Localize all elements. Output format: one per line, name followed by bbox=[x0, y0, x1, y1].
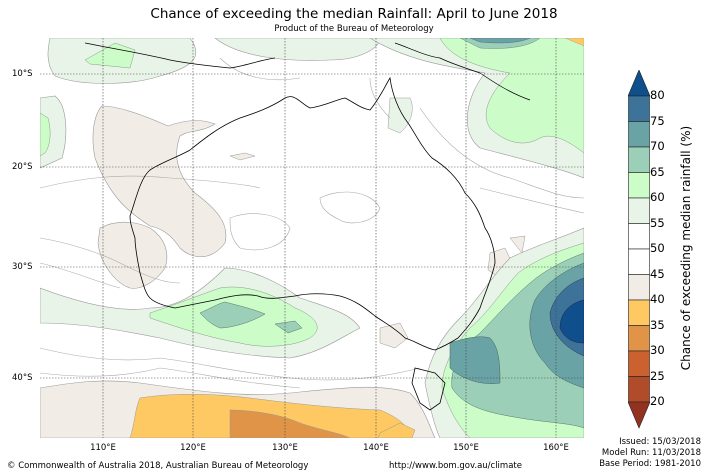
lat-label-30s: 30°S bbox=[12, 262, 33, 272]
contour-65-south-small bbox=[274, 320, 303, 334]
colorbar-title: Chance of exceeding median rainfall (%) bbox=[679, 125, 693, 371]
contour-55-cape-york bbox=[387, 97, 413, 134]
lon-label-120e: 120°E bbox=[180, 443, 206, 453]
colorbar-segment-75-80 bbox=[628, 95, 650, 122]
contour-40-west-south bbox=[97, 221, 168, 289]
contour-80-tasman bbox=[559, 299, 584, 344]
colorbar-segment-30-35 bbox=[628, 325, 650, 352]
lon-label-130e: 130°E bbox=[272, 443, 298, 453]
bom-url-link[interactable]: http://www.bom.gov.au/climate bbox=[389, 461, 522, 471]
contour-30-south bbox=[229, 409, 351, 438]
contour-40-vic bbox=[379, 322, 409, 349]
colorbar-tick-label: 30 bbox=[650, 343, 665, 357]
colorbar-tick-label: 25 bbox=[650, 368, 665, 383]
lon-label-160e: 160°E bbox=[543, 443, 569, 453]
new-guinea-coastline bbox=[394, 42, 531, 101]
gridlines bbox=[40, 38, 584, 438]
colorbar-tick-label: 20 bbox=[650, 394, 665, 408]
colorbar-tick-label: 55 bbox=[650, 215, 665, 230]
colorbar-segment-65-70 bbox=[628, 146, 650, 173]
colorbar-extend-min bbox=[628, 401, 650, 429]
colorbar-tick-label: 75 bbox=[650, 113, 665, 128]
colorbar-segment-70-75 bbox=[628, 121, 650, 148]
contour-60-west-edge bbox=[40, 112, 51, 157]
colorbar-segment-60-65 bbox=[628, 172, 650, 199]
contour-60-north-west bbox=[84, 42, 136, 69]
colorbar-extend-max bbox=[628, 70, 650, 97]
lat-label-20s: 20°S bbox=[12, 162, 33, 172]
contour-40-small-interior bbox=[229, 152, 256, 161]
contour-35-tasmania-west bbox=[377, 422, 416, 438]
chart-title: Chance of exceeding the median Rainfall:… bbox=[150, 6, 558, 22]
base-period: Base Period: 1981-2010 bbox=[599, 459, 701, 469]
colorbar-tick-label: 35 bbox=[650, 317, 665, 332]
colorbar-segment-25-30 bbox=[628, 350, 650, 377]
contour-40-east-small bbox=[509, 235, 526, 254]
lat-label-40s: 40°S bbox=[12, 373, 33, 383]
lon-label-140e: 140°E bbox=[363, 443, 389, 453]
copyright-text: © Commonwealth of Australia 2018, Austra… bbox=[7, 461, 309, 471]
issue-metadata: Issued: 15/03/2018 Model Run: 11/03/2018… bbox=[599, 437, 701, 470]
indonesia-coastline bbox=[84, 42, 276, 69]
colorbar-tick-label: 65 bbox=[650, 164, 665, 179]
tasmania-coastline bbox=[411, 367, 446, 411]
colorbar-segment-55-60 bbox=[628, 197, 650, 224]
colorbar-tick-label: 40 bbox=[650, 292, 665, 306]
contour-40-north-east-corner bbox=[564, 38, 584, 47]
lon-label-110e: 110°E bbox=[90, 443, 116, 453]
lat-label-10s: 10°S bbox=[12, 69, 33, 79]
contour-lines bbox=[40, 57, 584, 389]
colorbar-segment-45-50 bbox=[628, 248, 650, 275]
colorbar-segment-50-55 bbox=[628, 223, 650, 250]
lon-label-150e: 150°E bbox=[453, 443, 479, 453]
contour-70-north-east bbox=[469, 38, 531, 44]
colorbar-tick-label: 60 bbox=[650, 190, 665, 204]
contour-55-north-central bbox=[214, 38, 381, 61]
colorbar-tick-label: 70 bbox=[650, 139, 665, 153]
colorbar-tick-label: 45 bbox=[650, 266, 665, 281]
colorbar-tick-label: 50 bbox=[650, 241, 665, 255]
colorbar-segment-20-25 bbox=[628, 376, 650, 403]
colorbar bbox=[628, 70, 650, 429]
colorbar-segment-40-45 bbox=[628, 274, 650, 301]
colorbar-segment-35-40 bbox=[628, 299, 650, 326]
chart-subtitle: Product of the Bureau of Meteorology bbox=[274, 24, 434, 34]
issued-date: Issued: 15/03/2018 bbox=[619, 437, 701, 447]
contour-65-south bbox=[199, 301, 266, 329]
model-run-date: Model Run: 11/03/2018 bbox=[601, 448, 701, 458]
australia-coastline bbox=[129, 76, 496, 351]
rainfall-map bbox=[40, 38, 584, 438]
colorbar-tick-label: 80 bbox=[650, 88, 665, 102]
